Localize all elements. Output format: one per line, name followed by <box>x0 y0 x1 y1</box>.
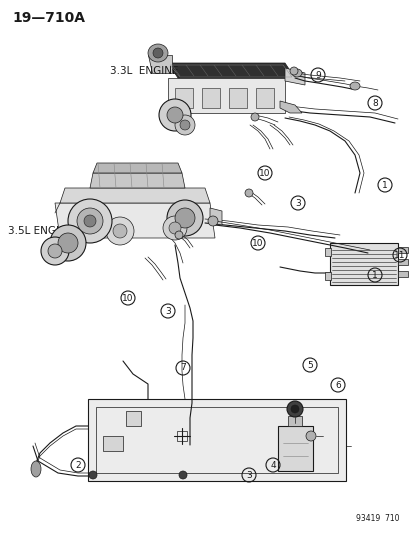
Ellipse shape <box>180 120 190 130</box>
Bar <box>324 248 330 256</box>
Ellipse shape <box>84 215 96 227</box>
Ellipse shape <box>207 216 218 226</box>
Bar <box>324 272 330 280</box>
Bar <box>397 271 407 277</box>
Bar <box>397 259 407 265</box>
Text: 10: 10 <box>259 168 270 177</box>
Text: 10: 10 <box>252 238 263 247</box>
Ellipse shape <box>58 233 78 253</box>
Bar <box>103 436 123 451</box>
Ellipse shape <box>41 237 69 265</box>
Text: 6: 6 <box>334 381 340 390</box>
Polygon shape <box>93 163 182 173</box>
Bar <box>96 407 337 473</box>
Polygon shape <box>147 55 171 73</box>
Text: 1: 1 <box>371 271 377 279</box>
Ellipse shape <box>106 217 134 245</box>
Ellipse shape <box>286 401 302 417</box>
Ellipse shape <box>166 200 202 236</box>
Ellipse shape <box>175 231 183 239</box>
Ellipse shape <box>349 82 359 90</box>
Ellipse shape <box>250 113 259 121</box>
Ellipse shape <box>159 99 190 131</box>
Ellipse shape <box>153 48 163 58</box>
Bar <box>177 431 187 441</box>
Ellipse shape <box>178 471 187 479</box>
Text: 19—710A: 19—710A <box>12 11 85 25</box>
Ellipse shape <box>290 405 298 413</box>
Ellipse shape <box>48 244 62 258</box>
Bar <box>202 88 219 108</box>
Polygon shape <box>284 68 304 85</box>
Polygon shape <box>168 78 284 113</box>
Text: 93419  710: 93419 710 <box>356 514 399 523</box>
Ellipse shape <box>163 216 187 240</box>
Bar <box>329 243 397 285</box>
Ellipse shape <box>31 461 41 477</box>
Bar <box>228 88 247 108</box>
Text: 3.5L ENGINE: 3.5L ENGINE <box>8 226 73 236</box>
Ellipse shape <box>175 208 195 228</box>
Ellipse shape <box>166 107 183 123</box>
Ellipse shape <box>175 115 195 135</box>
Bar <box>126 411 141 426</box>
Ellipse shape <box>77 208 103 234</box>
Polygon shape <box>168 63 294 78</box>
Ellipse shape <box>289 67 297 75</box>
Polygon shape <box>55 203 214 238</box>
Ellipse shape <box>305 431 315 441</box>
Text: 10: 10 <box>122 294 133 303</box>
Text: 1: 1 <box>381 181 387 190</box>
Polygon shape <box>90 173 185 188</box>
Ellipse shape <box>169 222 180 234</box>
Bar <box>287 416 301 426</box>
Polygon shape <box>209 208 221 225</box>
Text: 3.3L  ENGINE: 3.3L ENGINE <box>110 66 178 76</box>
Bar <box>175 88 192 108</box>
Text: 5: 5 <box>306 360 312 369</box>
Polygon shape <box>60 188 209 203</box>
Ellipse shape <box>147 44 168 62</box>
Ellipse shape <box>68 199 112 243</box>
Ellipse shape <box>113 224 127 238</box>
Text: 11: 11 <box>393 251 405 260</box>
Text: 2: 2 <box>75 461 81 470</box>
Text: 3: 3 <box>294 198 300 207</box>
Text: 8: 8 <box>371 99 377 108</box>
Ellipse shape <box>89 471 97 479</box>
Text: 7: 7 <box>180 364 185 373</box>
Bar <box>397 247 407 253</box>
Polygon shape <box>279 101 301 113</box>
Text: 4: 4 <box>270 461 275 470</box>
Text: 3: 3 <box>165 306 171 316</box>
Ellipse shape <box>50 225 86 261</box>
Bar <box>255 88 273 108</box>
Text: 3: 3 <box>246 471 251 480</box>
Bar <box>88 399 345 481</box>
Text: 9: 9 <box>314 70 320 79</box>
Ellipse shape <box>244 189 252 197</box>
Bar <box>277 426 312 471</box>
Ellipse shape <box>291 69 301 77</box>
